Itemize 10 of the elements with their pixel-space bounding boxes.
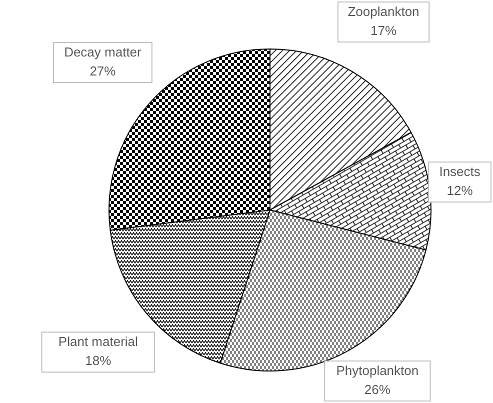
data-label: 18% [85, 353, 112, 368]
data-label: 27% [90, 64, 116, 79]
slice-label: Zooplankton [348, 4, 420, 19]
slice-label: Decay matter [64, 44, 142, 60]
data-label: 17% [370, 23, 397, 38]
data-label: 12% [446, 183, 474, 198]
slice-label: Plant material [58, 334, 138, 350]
slice-label: Phytoplankton [336, 363, 419, 378]
slice-label: Insects [439, 164, 481, 180]
data-label: 26% [364, 382, 391, 397]
